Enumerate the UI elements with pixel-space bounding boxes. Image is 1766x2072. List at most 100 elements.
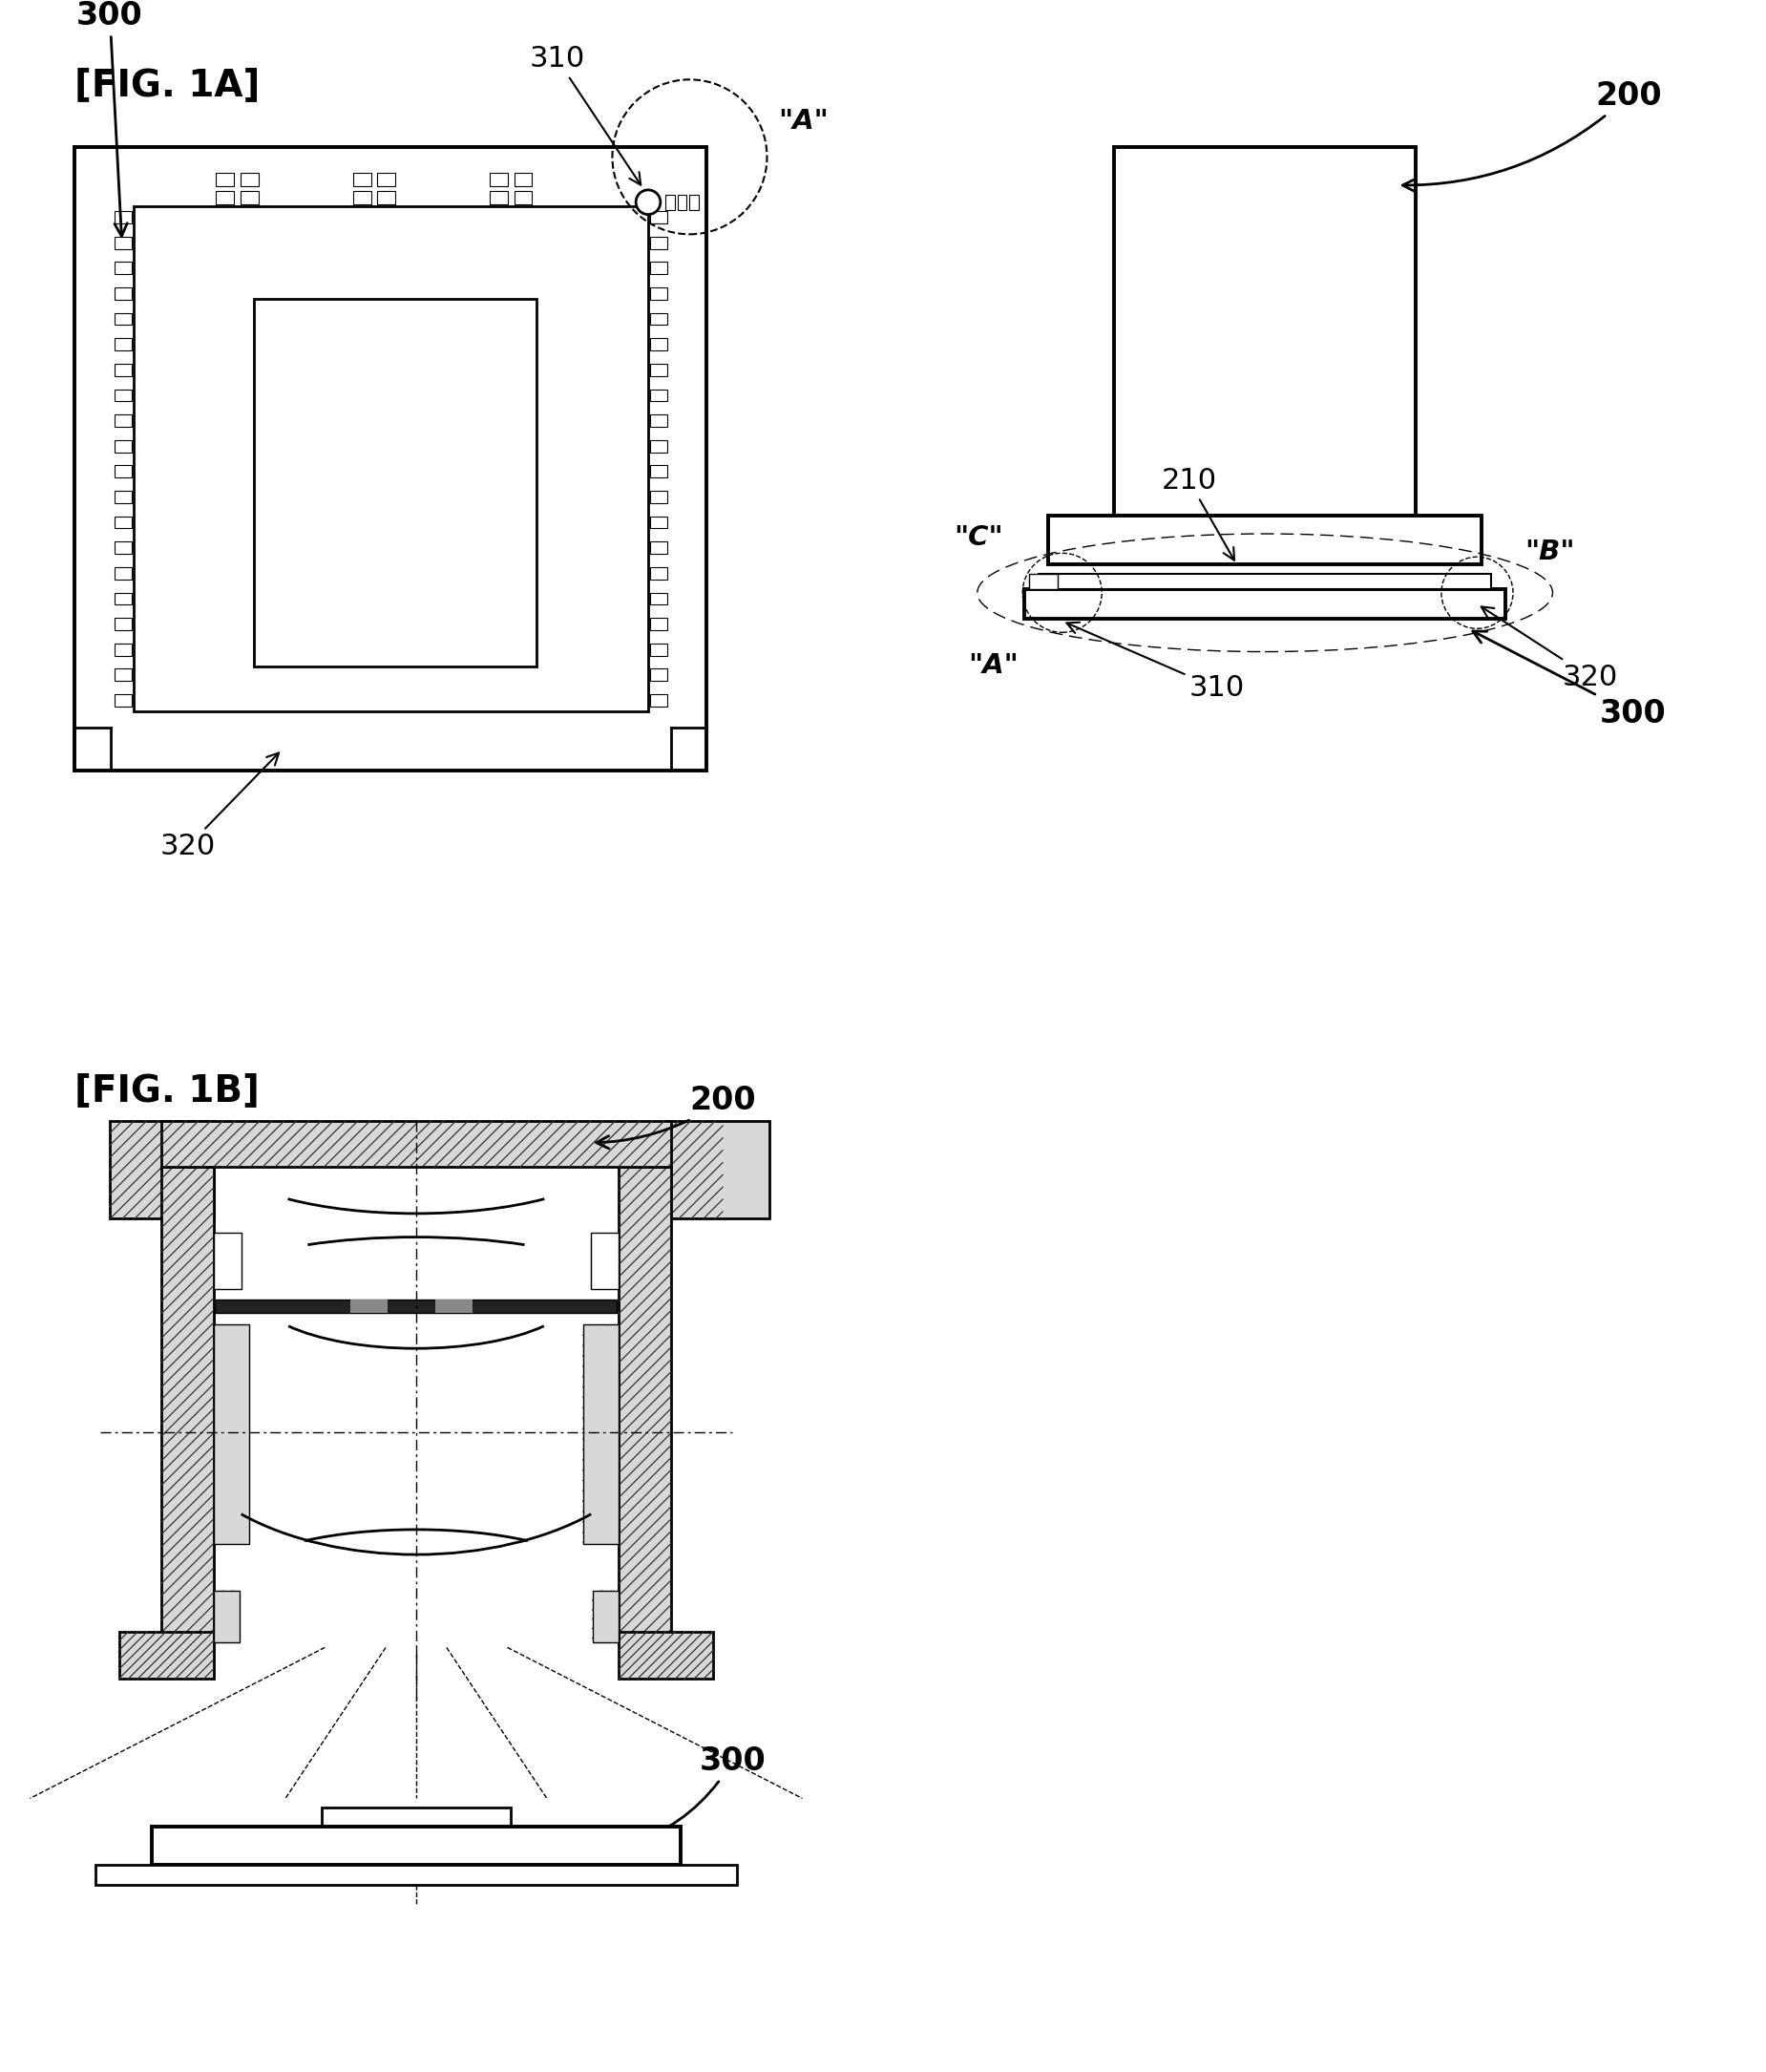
Bar [353,191,371,203]
Bar [650,414,668,427]
Bar [590,1233,618,1289]
Bar [650,694,668,707]
Bar [650,211,668,224]
Bar [650,261,668,274]
Bar [650,669,668,682]
Bar [152,1828,680,1865]
Bar [109,1121,214,1218]
Bar [115,390,131,402]
Bar [1038,574,1491,588]
Text: 310: 310 [530,46,641,184]
Bar [115,642,131,655]
Bar [115,593,131,605]
Bar [650,617,668,630]
Bar [650,642,668,655]
Bar [115,365,131,375]
Bar [215,191,235,203]
Bar [115,694,131,707]
Bar [215,1299,616,1312]
Bar [1114,147,1416,516]
Bar [583,1324,618,1544]
Bar [650,365,668,375]
Bar [650,568,668,580]
Text: 300: 300 [76,0,143,236]
Bar [650,439,668,452]
Bar [115,288,131,300]
Text: 200: 200 [1402,81,1662,193]
Bar [115,617,131,630]
Bar [434,1299,473,1312]
Bar [650,338,668,350]
Bar [118,1631,214,1678]
Bar [95,1865,736,1886]
Text: 300: 300 [629,1745,766,1846]
Bar [215,172,235,186]
Text: "A": "A" [779,108,828,135]
Bar [214,1324,249,1544]
Bar [618,1631,713,1678]
Text: 320: 320 [1482,607,1618,690]
Text: 200: 200 [597,1086,756,1148]
Text: "A": "A" [968,653,1019,680]
Bar [321,1809,510,1828]
Bar [489,191,507,203]
Bar [514,172,532,186]
Bar [115,338,131,350]
Bar [254,298,537,667]
Bar [161,1167,214,1643]
Bar [1047,516,1482,564]
Text: 310: 310 [1067,622,1245,702]
Text: [FIG. 1A]: [FIG. 1A] [74,66,260,104]
Text: 320: 320 [159,752,279,860]
Bar [161,1121,671,1167]
Text: "B": "B" [1524,539,1575,566]
Bar [115,236,131,249]
Bar [115,313,131,325]
Bar [115,414,131,427]
Text: "C": "C" [954,524,1003,551]
Bar [115,541,131,553]
Bar [618,1167,671,1643]
Bar [678,195,687,209]
Bar [691,195,699,209]
Bar [132,205,648,711]
Bar [115,568,131,580]
Bar [1024,588,1505,620]
Bar [650,390,668,402]
Text: 210: 210 [1162,466,1234,559]
Bar [489,172,507,186]
Bar [378,191,396,203]
Bar [240,172,258,186]
Text: [FIG. 1B]: [FIG. 1B] [74,1071,260,1109]
Bar [650,541,668,553]
Bar [115,669,131,682]
Bar [650,491,668,503]
Bar [650,516,668,528]
Bar [650,288,668,300]
Bar [214,1233,242,1289]
Circle shape [636,191,660,213]
Bar [115,261,131,274]
Bar [650,593,668,605]
Bar [378,172,396,186]
Bar [240,191,258,203]
Bar [115,466,131,479]
Text: 300: 300 [1473,632,1667,729]
Bar [514,191,532,203]
Bar [115,211,131,224]
Bar [350,1299,389,1312]
Bar [214,1167,618,1643]
Bar [650,236,668,249]
Bar [666,195,675,209]
Bar [214,1591,240,1643]
Bar [1030,574,1058,588]
Bar [353,172,371,186]
Bar [666,1121,770,1218]
Bar [74,147,706,771]
Bar [650,466,668,479]
Bar [115,491,131,503]
Bar [115,516,131,528]
Bar [115,439,131,452]
Bar [650,313,668,325]
Bar [593,1591,618,1643]
